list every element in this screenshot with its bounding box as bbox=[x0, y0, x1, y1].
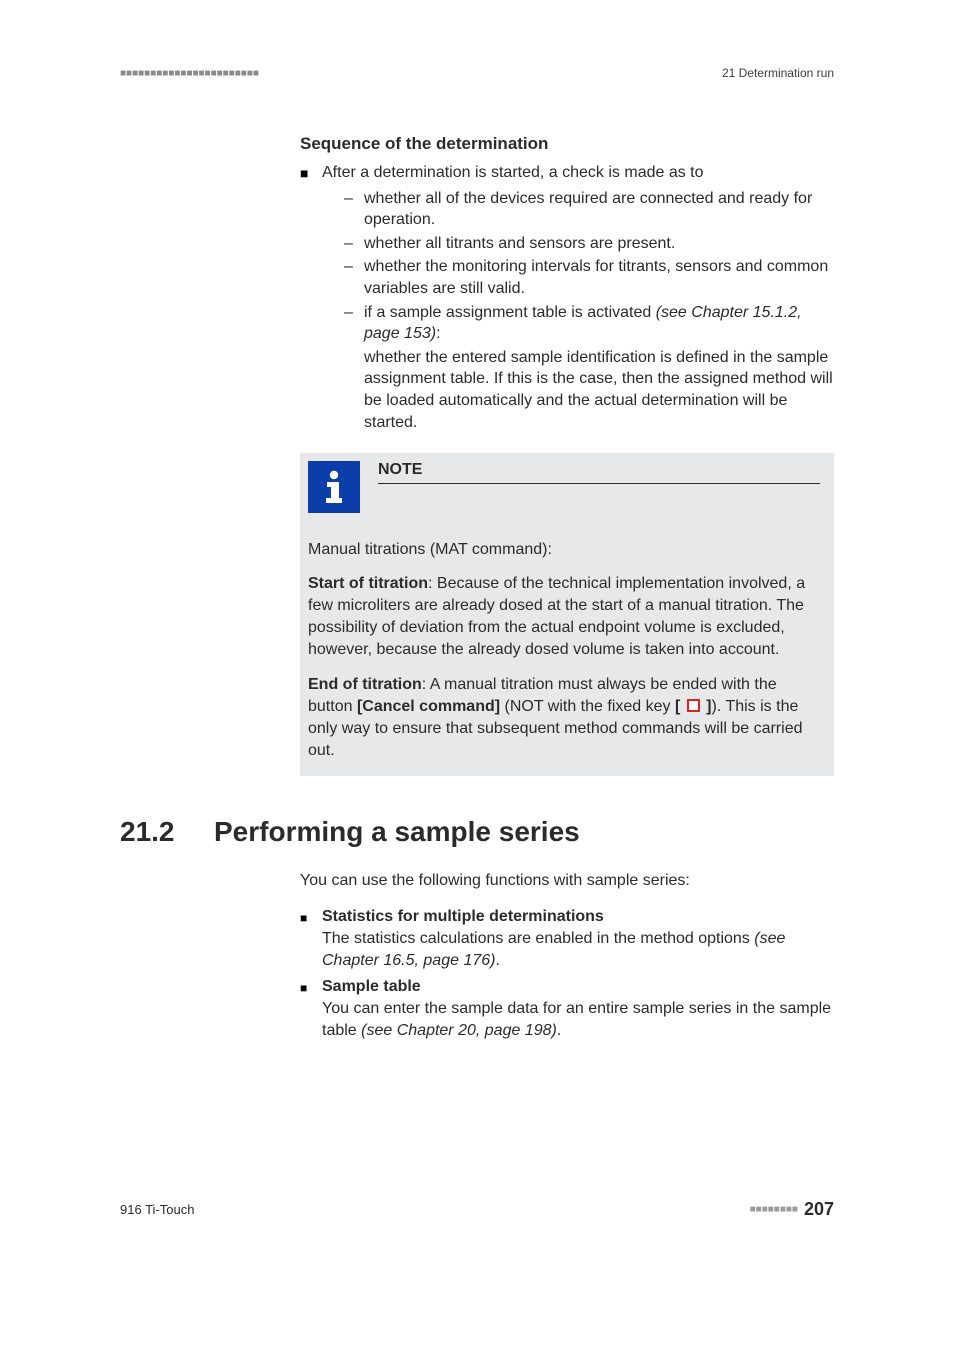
feature-text: You can enter the sample data for an ent… bbox=[322, 998, 834, 1042]
cancel-command-label: [Cancel command] bbox=[357, 698, 500, 715]
note-p3-b: (NOT with the fixed key bbox=[500, 698, 675, 715]
dash-icon: – bbox=[344, 302, 364, 345]
section-number: 21.2 bbox=[120, 816, 214, 848]
section-heading-row: 21.2 Performing a sample series bbox=[120, 816, 834, 848]
section-title: Performing a sample series bbox=[214, 816, 580, 848]
feature-item: ■ Sample table You can enter the sample … bbox=[300, 976, 834, 1042]
sequence-heading: Sequence of the determination bbox=[300, 134, 834, 154]
check-item: – whether the monitoring intervals for t… bbox=[344, 256, 834, 299]
feature-text: The statistics calculations are enabled … bbox=[322, 928, 834, 972]
check-text: whether all of the devices required are … bbox=[364, 188, 834, 231]
check-item: – if a sample assignment table is activa… bbox=[344, 302, 834, 345]
feature-title: Statistics for multiple determinations bbox=[322, 906, 834, 928]
dash-icon: – bbox=[344, 256, 364, 299]
check-item-continuation: whether the entered sample identificatio… bbox=[364, 347, 834, 433]
check-item: – whether all titrants and sensors are p… bbox=[344, 233, 834, 255]
key-bracket-l: [ bbox=[675, 698, 685, 715]
note-box: NOTE Manual titrations (MAT command): St… bbox=[300, 453, 834, 776]
section-intro: You can use the following functions with… bbox=[300, 870, 834, 892]
dash-icon: – bbox=[344, 188, 364, 231]
page-number: 207 bbox=[804, 1199, 834, 1220]
cross-ref: (see Chapter 20, page 198) bbox=[361, 1022, 557, 1039]
note-p2-strong: Start of titration bbox=[308, 575, 428, 592]
dash-icon: – bbox=[344, 233, 364, 255]
header-chapter-label: 21 Determination run bbox=[722, 66, 834, 80]
footer-right: ■■■■■■■■ 207 bbox=[750, 1199, 834, 1220]
bullet-square-icon: ■ bbox=[300, 162, 322, 184]
check-text: whether the monitoring intervals for tit… bbox=[364, 256, 834, 299]
section-sequence: Sequence of the determination ■ After a … bbox=[300, 134, 834, 776]
footer-product: 916 Ti-Touch bbox=[120, 1202, 194, 1217]
check-text: if a sample assignment table is activate… bbox=[364, 302, 834, 345]
note-title: NOTE bbox=[378, 461, 820, 484]
note-body: Manual titrations (MAT command): Start o… bbox=[300, 521, 834, 762]
check-text: whether all titrants and sensors are pre… bbox=[364, 233, 675, 255]
note-header: NOTE bbox=[300, 453, 834, 521]
key-bracket-r: ] bbox=[702, 698, 712, 715]
colon: : bbox=[436, 325, 440, 342]
note-p3: End of titration: A manual titration mus… bbox=[308, 674, 820, 762]
footer-dashes: ■■■■■■■■ bbox=[750, 1204, 798, 1215]
bullet-square-icon: ■ bbox=[300, 976, 322, 1042]
check-item: – whether all of the devices required ar… bbox=[344, 188, 834, 231]
page-footer: 916 Ti-Touch ■■■■■■■■ 207 bbox=[120, 1199, 834, 1220]
feature-list: ■ Statistics for multiple determinations… bbox=[300, 906, 834, 1042]
note-title-wrap: NOTE bbox=[378, 453, 834, 484]
check-list: – whether all of the devices required ar… bbox=[344, 188, 834, 434]
bullet-square-icon: ■ bbox=[300, 906, 322, 972]
dot: . bbox=[557, 1022, 561, 1039]
note-p2: Start of titration: Because of the techn… bbox=[308, 573, 820, 661]
info-icon bbox=[308, 461, 360, 513]
stop-key-icon bbox=[687, 699, 700, 712]
page: ■■■■■■■■■■■■■■■■■■■■■■■ 21 Determination… bbox=[0, 0, 954, 1350]
feature-text-a: The statistics calculations are enabled … bbox=[322, 930, 754, 947]
header-dashes-left: ■■■■■■■■■■■■■■■■■■■■■■■ bbox=[120, 68, 259, 79]
feature-title: Sample table bbox=[322, 976, 834, 998]
feature-body: Sample table You can enter the sample da… bbox=[322, 976, 834, 1042]
note-p1: Manual titrations (MAT command): bbox=[308, 539, 820, 561]
dot: . bbox=[495, 952, 499, 969]
lead-bullet-text: After a determination is started, a chec… bbox=[322, 162, 704, 184]
feature-body: Statistics for multiple determinations T… bbox=[322, 906, 834, 972]
page-header: ■■■■■■■■■■■■■■■■■■■■■■■ 21 Determination… bbox=[120, 66, 834, 80]
note-p3-strong: End of titration bbox=[308, 676, 422, 693]
lead-bullet: ■ After a determination is started, a ch… bbox=[300, 162, 834, 184]
feature-item: ■ Statistics for multiple determinations… bbox=[300, 906, 834, 972]
check-text-a: if a sample assignment table is activate… bbox=[364, 304, 656, 321]
